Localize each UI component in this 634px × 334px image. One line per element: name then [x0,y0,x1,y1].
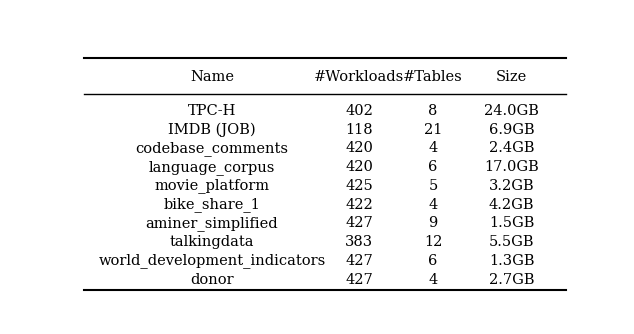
Text: #Tables: #Tables [403,70,463,85]
Text: 383: 383 [346,235,373,249]
Text: IMDB (JOB): IMDB (JOB) [168,122,256,137]
Text: 420: 420 [346,160,373,174]
Text: TPC-H: TPC-H [188,104,236,118]
Text: 6.9GB: 6.9GB [489,123,534,137]
Text: 427: 427 [346,254,373,268]
Text: 4: 4 [429,273,437,287]
Text: 5: 5 [429,179,437,193]
Text: language_corpus: language_corpus [149,160,275,175]
Text: 427: 427 [346,273,373,287]
Text: donor: donor [190,273,234,287]
Text: 1.3GB: 1.3GB [489,254,534,268]
Text: world_development_indicators: world_development_indicators [98,254,325,269]
Text: 12: 12 [424,235,442,249]
Text: 1.5GB: 1.5GB [489,216,534,230]
Text: 6: 6 [429,254,437,268]
Text: 8: 8 [429,104,437,118]
Text: 420: 420 [346,141,373,155]
Text: 6: 6 [429,160,437,174]
Text: bike_share_1: bike_share_1 [164,197,261,212]
Text: Name: Name [190,70,234,85]
Text: 422: 422 [346,198,373,212]
Text: 2.4GB: 2.4GB [489,141,534,155]
Text: talkingdata: talkingdata [170,235,254,249]
Text: 118: 118 [346,123,373,137]
Text: 5.5GB: 5.5GB [489,235,534,249]
Text: 425: 425 [346,179,373,193]
Text: 4: 4 [429,141,437,155]
Text: 9: 9 [429,216,437,230]
Text: 4.2GB: 4.2GB [489,198,534,212]
Text: codebase_comments: codebase_comments [136,141,288,156]
Text: 17.0GB: 17.0GB [484,160,539,174]
Text: 2.7GB: 2.7GB [489,273,534,287]
Text: 427: 427 [346,216,373,230]
Text: 24.0GB: 24.0GB [484,104,539,118]
Text: movie_platform: movie_platform [154,178,269,193]
Text: #Workloads: #Workloads [314,70,404,85]
Text: 402: 402 [346,104,373,118]
Text: Size: Size [496,70,527,85]
Text: 21: 21 [424,123,442,137]
Text: 3.2GB: 3.2GB [489,179,534,193]
Text: 4: 4 [429,198,437,212]
Text: aminer_simplified: aminer_simplified [146,216,278,231]
